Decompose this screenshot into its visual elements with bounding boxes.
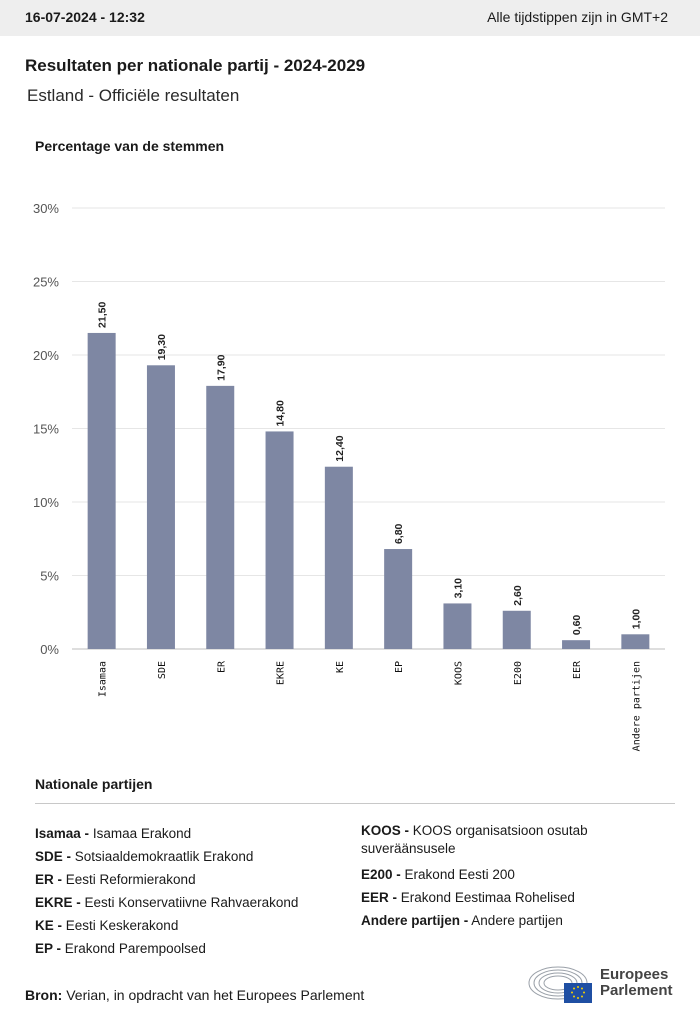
y-tick-label: 5% (40, 569, 59, 584)
bar-chart: 0% 5% 10% 15% 20% 25% 30% 21,50 Isamaa 19,30 SDE 17… (33, 201, 665, 751)
bar (502, 610, 531, 649)
bar (443, 603, 472, 649)
bar (621, 634, 650, 649)
legend-item: EKRE - Eesti Konservatiivne Rahvaerakond (35, 895, 299, 910)
legend-column-right: KOOS - KOOS organisatsioon osutab suverä… (361, 822, 661, 932)
x-tick-label: E200 (513, 661, 524, 685)
data-label: 14,80 (275, 400, 287, 426)
x-tick-label: ER (216, 660, 227, 673)
y-tick-label: 15% (33, 422, 59, 437)
y-tick-label: 10% (33, 495, 59, 510)
data-label: 6,80 (393, 523, 405, 544)
x-tick-label: KOOS (453, 661, 464, 685)
x-tick-label: KE (335, 661, 346, 673)
bar (206, 385, 235, 649)
data-label: 19,30 (156, 334, 168, 360)
bar (87, 332, 116, 649)
legend-item: Isamaa - Isamaa Erakond (35, 826, 192, 841)
x-tick-label: SDE (157, 661, 168, 679)
x-tick-label: Andere partijen (631, 661, 642, 751)
x-tick-label: Isamaa (98, 661, 109, 697)
data-label: 2,60 (512, 585, 524, 606)
legend-item: E200 - Erakond Eesti 200 (361, 867, 515, 882)
legend-item: EP - Erakond Parempoolsed (35, 941, 206, 956)
y-axis-title: Percentage van de stemmen (35, 138, 225, 154)
data-label: 3,10 (452, 578, 464, 599)
bar (324, 466, 353, 649)
x-tick-label: EP (394, 661, 405, 673)
data-label: 1,00 (630, 609, 642, 630)
y-tick-label: 25% (33, 275, 59, 290)
logo-text: Europees Parlement (600, 966, 673, 999)
legend-item: SDE - Sotsiaaldemokraatlik Erakond (35, 849, 254, 864)
x-tick-label: EER (572, 660, 583, 679)
legend-item: EER - Erakond Eestimaa Rohelised (361, 890, 575, 905)
page-subtitle: Estland - Officiële resultaten (27, 86, 240, 105)
legend-title: Nationale partijen (35, 776, 153, 792)
legend-item: KE - Eesti Keskerakond (35, 918, 179, 933)
bar (146, 365, 175, 649)
bar (265, 431, 294, 649)
bar (384, 549, 413, 649)
legend-item: Andere partijen - Andere partijen (361, 913, 563, 928)
legend-item: KOOS - KOOS organisatsioon osutab suverä… (361, 823, 588, 856)
timestamp: 16-07-2024 - 12:32 (25, 9, 145, 25)
x-tick-label: EKRE (276, 661, 287, 685)
parliament-logo-icon (528, 966, 592, 1003)
data-label: 12,40 (334, 435, 346, 461)
data-label: 17,90 (215, 354, 227, 380)
bar (562, 640, 591, 649)
source-note: Bron: Verian, in opdracht van het Europe… (25, 987, 365, 1003)
legend-divider (35, 803, 675, 804)
legend-item: ER - Eesti Reformierakond (35, 872, 196, 887)
data-label: 0,60 (571, 615, 583, 636)
y-tick-label: 30% (33, 201, 59, 216)
top-bar: 16-07-2024 - 12:32 Alle tijdstippen zijn… (0, 0, 700, 36)
european-parliament-logo: Europees Parlement (528, 965, 678, 1005)
data-label: 21,50 (97, 302, 109, 328)
legend-column-left: Isamaa - Isamaa Erakond SDE - Sotsiaalde… (35, 822, 345, 960)
y-tick-label: 20% (33, 348, 59, 363)
y-tick-label: 0% (40, 642, 59, 657)
page-title: Resultaten per nationale partij - 2024-2… (25, 56, 366, 75)
timezone-note: Alle tijdstippen zijn in GMT+2 (487, 9, 668, 25)
